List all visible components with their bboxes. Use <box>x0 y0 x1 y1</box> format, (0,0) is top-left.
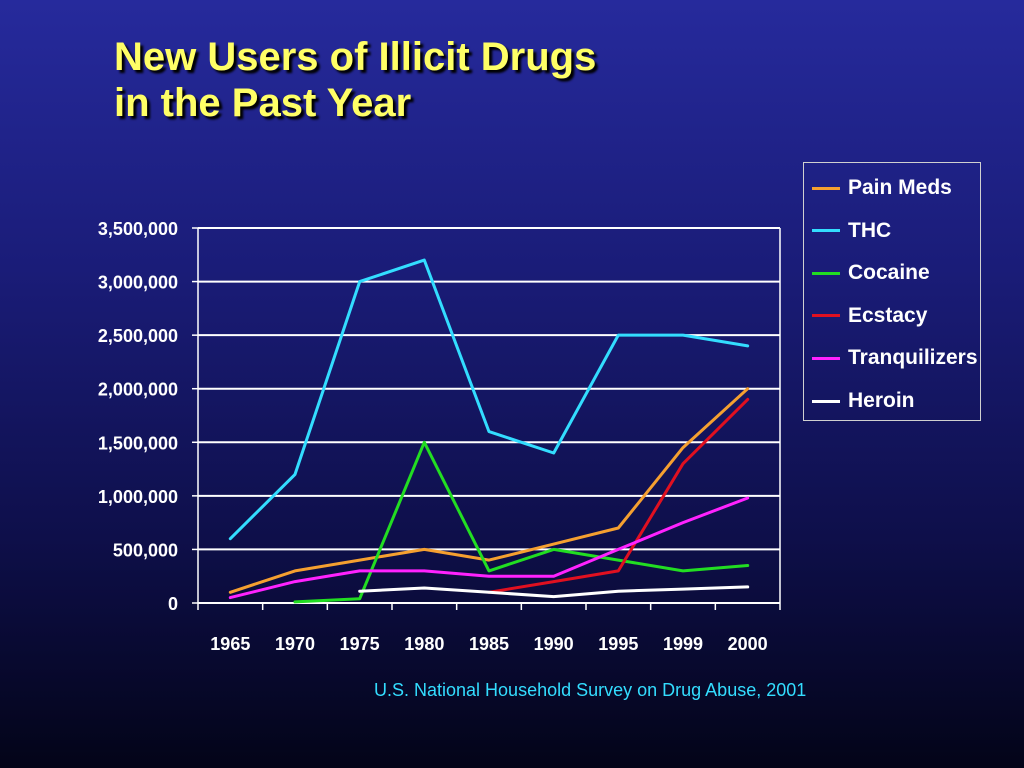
legend-item-ecstacy: Ecstacy <box>812 302 927 330</box>
legend-label-heroin: Heroin <box>848 389 915 412</box>
x-tick-label: 1990 <box>534 634 574 654</box>
x-tick-label: 1999 <box>663 634 703 654</box>
y-tick-label: 1,500,000 <box>98 433 178 453</box>
legend-label-thc: THC <box>848 218 892 242</box>
series-line-ecstacy <box>487 397 750 594</box>
series-line-cocaine <box>293 440 750 604</box>
legend-swatch-tranquilizers <box>812 356 840 360</box>
x-tick-label: 2000 <box>728 634 768 654</box>
series-line-thc <box>228 258 750 541</box>
y-tick-label: 500,000 <box>113 540 178 560</box>
legend-label-pain-meds: Pain Meds <box>848 176 952 199</box>
legend-label-ecstacy: Ecstacy <box>848 303 928 327</box>
y-tick-label: 0 <box>168 594 178 614</box>
y-tick-label: 3,500,000 <box>98 219 178 239</box>
slide-title-line-2: in the Past Year <box>114 81 412 125</box>
legend-item-thc: THC <box>812 217 891 245</box>
axes <box>192 227 781 610</box>
x-tick-label: 1965 <box>210 634 250 654</box>
gridlines <box>198 227 780 551</box>
y-axis-tick-labels: 0 500,000 1,000,000 1,500,000 2,000,000 2,500… <box>98 219 178 614</box>
legend-swatch-heroin <box>812 399 840 403</box>
data-series <box>228 258 750 604</box>
series-line-tranquilizers <box>228 496 750 600</box>
y-tick-label: 2,500,000 <box>98 326 178 346</box>
legend-item-pain-meds: Pain Meds <box>812 174 952 202</box>
legend-item-tranquilizers: Tranquilizers <box>812 344 978 372</box>
series-line-heroin <box>358 585 750 599</box>
slide-title: New Users of Illicit Drugs in the Past Y… <box>114 34 596 126</box>
source-citation: U.S. National Household Survey on Drug A… <box>374 680 807 700</box>
x-tick-label: 1975 <box>340 634 380 654</box>
legend-item-heroin: Heroin <box>812 387 915 415</box>
x-tick-label: 1970 <box>275 634 315 654</box>
legend-swatch-pain-meds <box>812 186 840 190</box>
legend-swatch-thc <box>812 229 840 233</box>
y-tick-label: 1,000,000 <box>98 487 178 507</box>
y-tick-label: 2,000,000 <box>98 380 178 400</box>
legend-item-cocaine: Cocaine <box>812 259 930 287</box>
slide-title-line-1: New Users of Illicit Drugs <box>114 35 597 79</box>
series-line-pain-meds <box>228 387 750 594</box>
legend-label-cocaine: Cocaine <box>848 261 930 285</box>
chart-legend: Pain Meds THC Cocaine Ecstacy Tranquilizers H… <box>803 162 981 421</box>
x-tick-label: 1995 <box>598 634 638 654</box>
x-axis-tick-labels: 1965 1970 1975 1980 1985 1990 1995 1999 2000 <box>210 634 767 654</box>
legend-label-tranquilizers: Tranquilizers <box>848 346 978 370</box>
legend-swatch-ecstacy <box>812 314 840 318</box>
legend-swatch-cocaine <box>812 271 840 275</box>
x-tick-label: 1980 <box>404 634 444 654</box>
x-tick-label: 1985 <box>469 634 509 654</box>
y-tick-label: 3,000,000 <box>98 273 178 293</box>
